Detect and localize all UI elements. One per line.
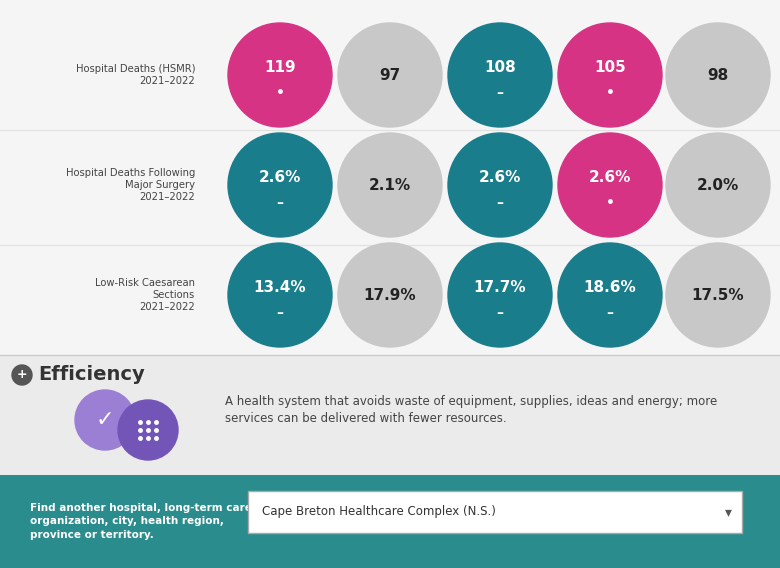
Circle shape	[118, 400, 178, 460]
Text: Efficiency: Efficiency	[38, 365, 145, 385]
Circle shape	[558, 23, 662, 127]
Text: 119: 119	[264, 60, 296, 74]
Circle shape	[666, 243, 770, 347]
Text: 2.6%: 2.6%	[479, 169, 521, 185]
Circle shape	[228, 23, 332, 127]
Text: •: •	[605, 86, 615, 100]
Text: +: +	[16, 369, 27, 382]
Circle shape	[338, 243, 442, 347]
Text: 17.9%: 17.9%	[363, 287, 417, 303]
Text: Hospital Deaths Following
Major Surgery
2021–2022: Hospital Deaths Following Major Surgery …	[66, 168, 195, 202]
Text: 2.6%: 2.6%	[589, 169, 631, 185]
Text: –: –	[276, 306, 283, 320]
Circle shape	[228, 133, 332, 237]
Bar	[0, 355, 780, 475]
Text: 105: 105	[594, 60, 626, 74]
Circle shape	[228, 243, 332, 347]
Text: 2.0%: 2.0%	[697, 177, 739, 193]
Text: Hospital Deaths (HSMR)
2021–2022: Hospital Deaths (HSMR) 2021–2022	[76, 64, 195, 86]
Circle shape	[666, 133, 770, 237]
Circle shape	[558, 133, 662, 237]
Text: 17.5%: 17.5%	[692, 287, 744, 303]
Text: –: –	[497, 306, 504, 320]
Text: Low-Risk Caesarean
Sections
2021–2022: Low-Risk Caesarean Sections 2021–2022	[95, 278, 195, 312]
Text: A health system that avoids waste of equipment, supplies, ideas and energy; more: A health system that avoids waste of equ…	[225, 395, 718, 425]
Bar	[0, 0, 780, 355]
Circle shape	[448, 243, 552, 347]
Circle shape	[666, 23, 770, 127]
Bar	[0, 475, 780, 568]
Circle shape	[448, 23, 552, 127]
Text: 97: 97	[379, 68, 401, 82]
Text: 98: 98	[707, 68, 729, 82]
FancyBboxPatch shape	[248, 491, 742, 533]
Text: 108: 108	[484, 60, 516, 74]
Text: ▾: ▾	[725, 505, 732, 519]
Text: •: •	[605, 196, 615, 210]
Text: ✓: ✓	[96, 410, 115, 430]
Text: –: –	[607, 306, 614, 320]
Text: Find another hospital, long-term care
organization, city, health region,
provinc: Find another hospital, long-term care or…	[30, 503, 252, 540]
Text: 17.7%: 17.7%	[473, 279, 526, 294]
Text: 13.4%: 13.4%	[254, 279, 307, 294]
Text: 2.1%: 2.1%	[369, 177, 411, 193]
Circle shape	[12, 365, 32, 385]
Text: –: –	[497, 86, 504, 100]
Text: –: –	[276, 196, 283, 210]
Circle shape	[338, 23, 442, 127]
Text: Cape Breton Healthcare Complex (N.S.): Cape Breton Healthcare Complex (N.S.)	[262, 506, 496, 519]
Circle shape	[338, 133, 442, 237]
Circle shape	[75, 390, 135, 450]
Text: –: –	[497, 196, 504, 210]
Circle shape	[448, 133, 552, 237]
Text: •: •	[275, 86, 285, 100]
Circle shape	[558, 243, 662, 347]
Text: 18.6%: 18.6%	[583, 279, 636, 294]
Text: 2.6%: 2.6%	[259, 169, 301, 185]
